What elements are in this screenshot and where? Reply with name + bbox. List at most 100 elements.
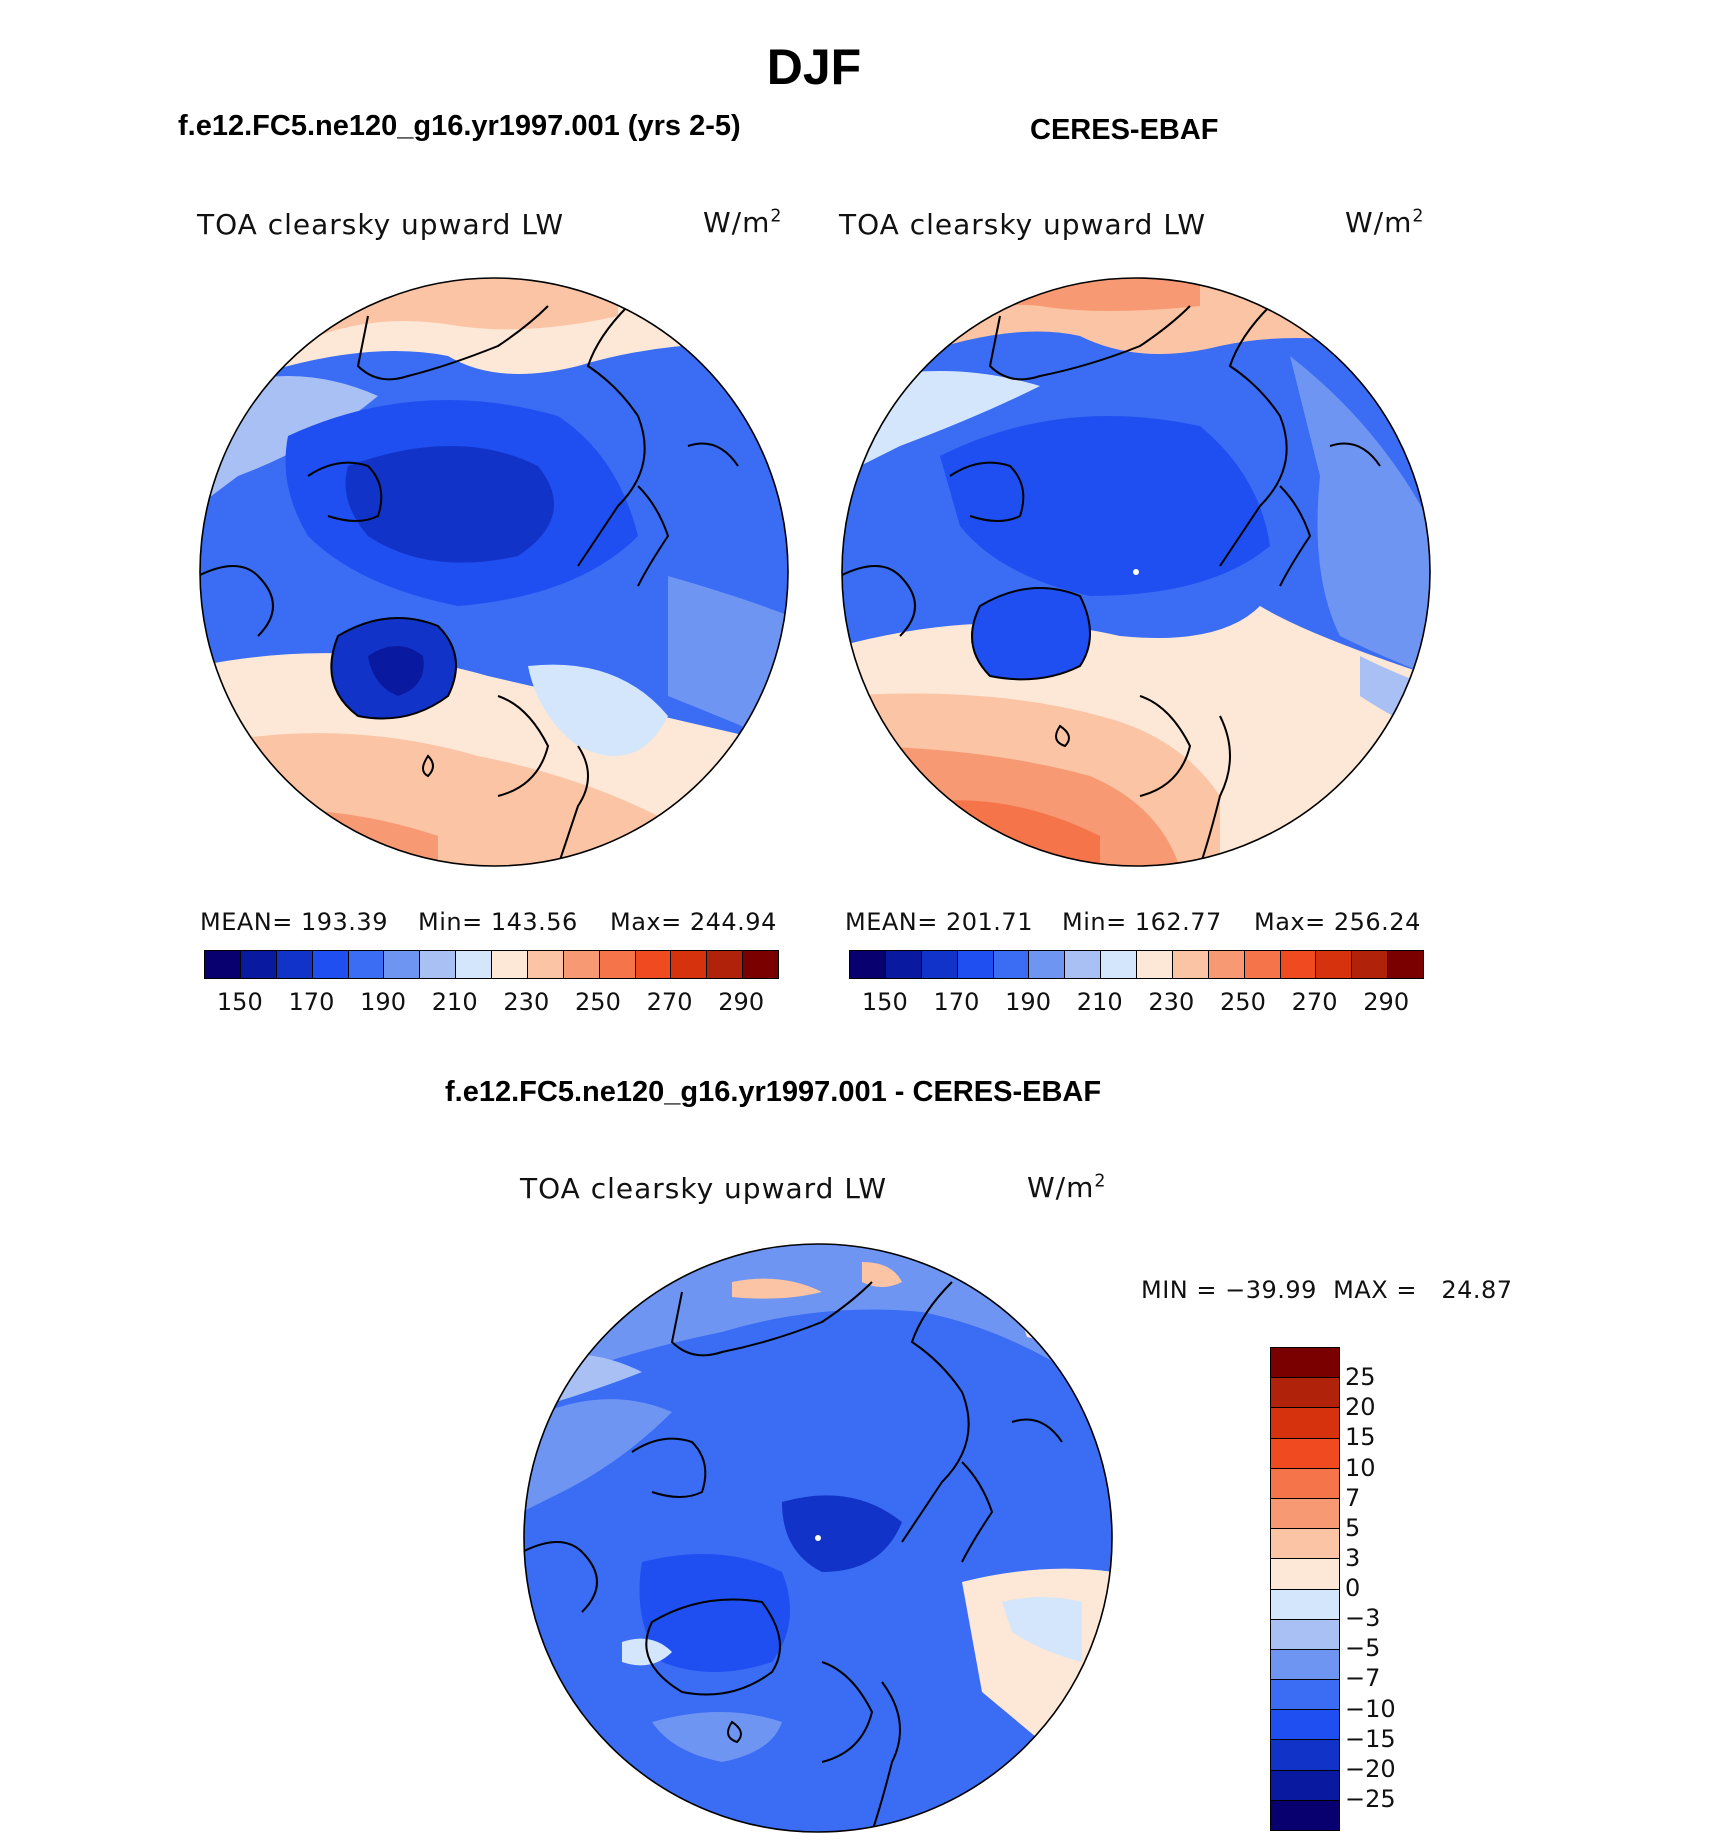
panel3-minmax: MIN = −39.99 MAX = 24.87	[1141, 1276, 1513, 1304]
colorbar-tick-label: 270	[1291, 988, 1338, 1016]
colorbar-swatch	[420, 951, 457, 978]
colorbar-tick-label: 15	[1345, 1423, 1376, 1452]
colorbar-tick-label: 290	[718, 988, 765, 1016]
colorbar-tick-label: −25	[1345, 1784, 1396, 1813]
colorbar-tick-label: 290	[1363, 988, 1410, 1016]
colorbar-swatch	[456, 951, 492, 978]
colorbar-tick-label: 190	[360, 988, 406, 1016]
colorbar-swatch	[527, 951, 564, 978]
panel1-max: Max= 244.94	[610, 908, 777, 936]
colorbar-tick-label: 170	[288, 988, 335, 1016]
colorbar-swatch	[635, 951, 672, 978]
colorbar-tick-label: 150	[216, 988, 263, 1016]
panel2-header: CERES-EBAF	[1030, 114, 1219, 146]
colorbar-swatch	[1271, 1619, 1339, 1650]
panel2-map	[841, 277, 1431, 867]
colorbar-swatch	[921, 951, 958, 978]
panel2-min: Min= 162.77	[1062, 908, 1222, 936]
colorbar-swatch	[957, 951, 994, 978]
panel1-colorbar	[204, 950, 779, 979]
panel1-colorbar-ticks: 150 170 190 210 230 250 270 290	[204, 988, 777, 1018]
panel2-colorbar-ticks: 150 170 190 210 230 250 270 290	[849, 988, 1422, 1018]
colorbar-tick-label: 230	[1148, 988, 1195, 1016]
panel1-map	[199, 277, 789, 867]
colorbar-swatch	[1101, 951, 1137, 978]
colorbar-tick-label: 210	[431, 988, 478, 1016]
colorbar-tick-label: 250	[1220, 988, 1266, 1016]
colorbar-tick-label: 270	[646, 988, 693, 1016]
panel3-colorbar-ticks: 25 20 15 10 7 5 3 0 −3 −5 −7 −10 −15 −20 −25	[1345, 1347, 1425, 1829]
colorbar-swatch	[1271, 1800, 1339, 1830]
colorbar-swatch	[1244, 951, 1281, 978]
colorbar-tick-label: −10	[1345, 1694, 1396, 1723]
colorbar-swatch	[1137, 951, 1173, 978]
colorbar-swatch	[850, 951, 886, 978]
colorbar-tick-label: −7	[1345, 1664, 1381, 1693]
colorbar-swatch	[743, 951, 778, 978]
panel2-mean: MEAN= 201.71	[845, 908, 1033, 936]
panel1-variable-label: TOA clearsky upward LW	[197, 208, 565, 241]
colorbar-tick-label: 170	[933, 988, 980, 1016]
colorbar-swatch	[1271, 1740, 1339, 1771]
colorbar-tick-label: 3	[1345, 1543, 1361, 1572]
colorbar-swatch	[1280, 951, 1317, 978]
colorbar-tick-label: −5	[1345, 1634, 1381, 1663]
colorbar-swatch	[1172, 951, 1209, 978]
colorbar-swatch	[1065, 951, 1102, 978]
panel2-units: W/m2	[1345, 206, 1425, 239]
colorbar-swatch	[885, 951, 922, 978]
colorbar-swatch	[1271, 1589, 1339, 1620]
colorbar-swatch	[1271, 1559, 1339, 1590]
colorbar-swatch	[1352, 951, 1389, 978]
colorbar-swatch	[1271, 1649, 1339, 1681]
colorbar-swatch	[312, 951, 349, 978]
colorbar-swatch	[1208, 951, 1245, 978]
colorbar-tick-label: −3	[1345, 1604, 1381, 1633]
colorbar-swatch	[1271, 1408, 1339, 1439]
colorbar-swatch	[1271, 1710, 1339, 1741]
colorbar-swatch	[240, 951, 277, 978]
panel3-colorbar	[1270, 1347, 1340, 1831]
colorbar-swatch	[384, 951, 421, 978]
colorbar-tick-label: 230	[503, 988, 550, 1016]
colorbar-tick-label: 25	[1345, 1363, 1376, 1392]
colorbar-swatch	[1271, 1438, 1339, 1469]
panel3-units: W/m2	[1027, 1171, 1107, 1204]
panel1-mean: MEAN= 193.39	[200, 908, 388, 936]
colorbar-tick-label: 190	[1005, 988, 1051, 1016]
colorbar-swatch	[671, 951, 708, 978]
panel2-max: Max= 256.24	[1254, 908, 1421, 936]
colorbar-swatch	[1271, 1468, 1339, 1499]
colorbar-tick-label: 7	[1345, 1483, 1361, 1512]
colorbar-tick-label: −15	[1345, 1724, 1396, 1753]
colorbar-swatch	[1271, 1529, 1339, 1560]
colorbar-swatch	[1316, 951, 1353, 978]
colorbar-swatch	[563, 951, 600, 978]
panel2-colorbar	[849, 950, 1424, 979]
colorbar-tick-label: 0	[1345, 1574, 1361, 1602]
colorbar-swatch	[707, 951, 744, 978]
colorbar-swatch	[1029, 951, 1066, 978]
colorbar-swatch	[1271, 1348, 1339, 1379]
panel1-header: f.e12.FC5.ne120_g16.yr1997.001 (yrs 2-5)	[178, 110, 741, 142]
colorbar-swatch	[1271, 1770, 1339, 1801]
colorbar-swatch	[1388, 951, 1423, 978]
colorbar-tick-label: 150	[861, 988, 908, 1016]
figure-title: DJF	[766, 39, 862, 95]
colorbar-tick-label: 5	[1345, 1513, 1361, 1542]
colorbar-swatch	[1271, 1378, 1339, 1409]
panel1-units: W/m2	[703, 206, 783, 239]
colorbar-tick-label: 210	[1076, 988, 1123, 1016]
colorbar-tick-label: 250	[575, 988, 621, 1016]
panel2-variable-label: TOA clearsky upward LW	[839, 208, 1207, 241]
colorbar-swatch	[1271, 1498, 1339, 1530]
panel1-min: Min= 143.56	[418, 908, 578, 936]
colorbar-swatch	[492, 951, 528, 978]
colorbar-swatch	[993, 951, 1030, 978]
panel3-header: f.e12.FC5.ne120_g16.yr1997.001 - CERES-E…	[445, 1076, 1102, 1108]
colorbar-tick-label: 20	[1345, 1393, 1376, 1422]
panel3-variable-label: TOA clearsky upward LW	[520, 1172, 888, 1205]
colorbar-swatch	[205, 951, 241, 978]
colorbar-swatch	[276, 951, 313, 978]
